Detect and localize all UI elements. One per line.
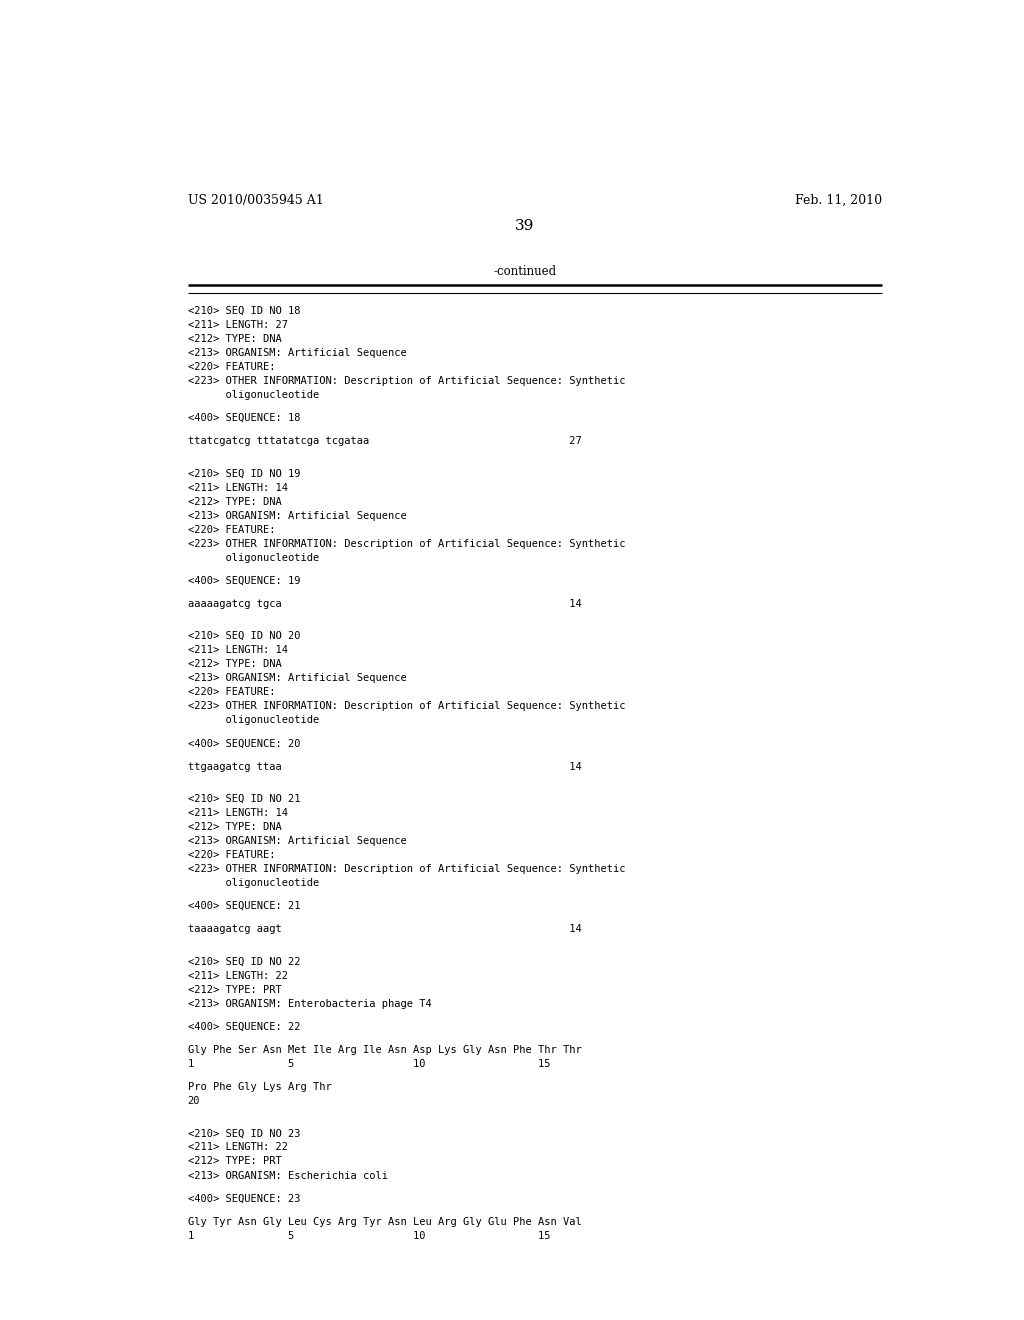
Text: <211> LENGTH: 14: <211> LENGTH: 14 [187,645,288,655]
Text: <223> OTHER INFORMATION: Description of Artificial Sequence: Synthetic: <223> OTHER INFORMATION: Description of … [187,539,625,549]
Text: oligonucleotide: oligonucleotide [187,389,318,400]
Text: Gly Tyr Asn Gly Leu Cys Arg Tyr Asn Leu Arg Gly Glu Phe Asn Val: Gly Tyr Asn Gly Leu Cys Arg Tyr Asn Leu … [187,1217,582,1226]
Text: <210> SEQ ID NO 18: <210> SEQ ID NO 18 [187,306,300,315]
Text: <223> OTHER INFORMATION: Description of Artificial Sequence: Synthetic: <223> OTHER INFORMATION: Description of … [187,865,625,874]
Text: <211> LENGTH: 22: <211> LENGTH: 22 [187,970,288,981]
Text: <211> LENGTH: 22: <211> LENGTH: 22 [187,1142,288,1152]
Text: oligonucleotide: oligonucleotide [187,553,318,562]
Text: <210> SEQ ID NO 19: <210> SEQ ID NO 19 [187,469,300,478]
Text: <210> SEQ ID NO 22: <210> SEQ ID NO 22 [187,957,300,966]
Text: <220> FEATURE:: <220> FEATURE: [187,850,275,861]
Text: <212> TYPE: PRT: <212> TYPE: PRT [187,1156,282,1167]
Text: US 2010/0035945 A1: US 2010/0035945 A1 [187,194,324,207]
Text: taaaagatcg aagt                                              14: taaaagatcg aagt 14 [187,924,582,935]
Text: <213> ORGANISM: Artificial Sequence: <213> ORGANISM: Artificial Sequence [187,511,407,520]
Text: <213> ORGANISM: Artificial Sequence: <213> ORGANISM: Artificial Sequence [187,673,407,684]
Text: <210> SEQ ID NO 23: <210> SEQ ID NO 23 [187,1129,300,1138]
Text: <400> SEQUENCE: 23: <400> SEQUENCE: 23 [187,1193,300,1204]
Text: oligonucleotide: oligonucleotide [187,715,318,726]
Text: ttgaagatcg ttaa                                              14: ttgaagatcg ttaa 14 [187,762,582,772]
Text: 1               5                   10                  15: 1 5 10 15 [187,1059,550,1069]
Text: <400> SEQUENCE: 19: <400> SEQUENCE: 19 [187,576,300,586]
Text: <212> TYPE: DNA: <212> TYPE: DNA [187,334,282,343]
Text: <213> ORGANISM: Escherichia coli: <213> ORGANISM: Escherichia coli [187,1171,387,1180]
Text: ttatcgatcg tttatatcga tcgataa                                27: ttatcgatcg tttatatcga tcgataa 27 [187,436,582,446]
Text: 1               5                   10                  15: 1 5 10 15 [187,1230,550,1241]
Text: <223> OTHER INFORMATION: Description of Artificial Sequence: Synthetic: <223> OTHER INFORMATION: Description of … [187,376,625,385]
Text: <210> SEQ ID NO 21: <210> SEQ ID NO 21 [187,793,300,804]
Text: <220> FEATURE:: <220> FEATURE: [187,362,275,372]
Text: <400> SEQUENCE: 20: <400> SEQUENCE: 20 [187,738,300,748]
Text: Feb. 11, 2010: Feb. 11, 2010 [795,194,882,207]
Text: <400> SEQUENCE: 18: <400> SEQUENCE: 18 [187,413,300,424]
Text: <212> TYPE: DNA: <212> TYPE: DNA [187,496,282,507]
Text: 20: 20 [187,1096,200,1106]
Text: <223> OTHER INFORMATION: Description of Artificial Sequence: Synthetic: <223> OTHER INFORMATION: Description of … [187,701,625,711]
Text: <400> SEQUENCE: 21: <400> SEQUENCE: 21 [187,902,300,911]
Text: <210> SEQ ID NO 20: <210> SEQ ID NO 20 [187,631,300,642]
Text: <211> LENGTH: 14: <211> LENGTH: 14 [187,808,288,818]
Text: <211> LENGTH: 14: <211> LENGTH: 14 [187,483,288,492]
Text: <220> FEATURE:: <220> FEATURE: [187,688,275,697]
Text: aaaaagatcg tgca                                              14: aaaaagatcg tgca 14 [187,599,582,609]
Text: <212> TYPE: DNA: <212> TYPE: DNA [187,659,282,669]
Text: <213> ORGANISM: Artificial Sequence: <213> ORGANISM: Artificial Sequence [187,348,407,358]
Text: <400> SEQUENCE: 22: <400> SEQUENCE: 22 [187,1022,300,1032]
Text: Pro Phe Gly Lys Arg Thr: Pro Phe Gly Lys Arg Thr [187,1082,332,1092]
Text: oligonucleotide: oligonucleotide [187,878,318,888]
Text: Gly Phe Ser Asn Met Ile Arg Ile Asn Asp Lys Gly Asn Phe Thr Thr: Gly Phe Ser Asn Met Ile Arg Ile Asn Asp … [187,1045,582,1055]
Text: <220> FEATURE:: <220> FEATURE: [187,524,275,535]
Text: <213> ORGANISM: Enterobacteria phage T4: <213> ORGANISM: Enterobacteria phage T4 [187,999,431,1008]
Text: <211> LENGTH: 27: <211> LENGTH: 27 [187,319,288,330]
Text: 39: 39 [515,219,535,234]
Text: <212> TYPE: DNA: <212> TYPE: DNA [187,822,282,832]
Text: <213> ORGANISM: Artificial Sequence: <213> ORGANISM: Artificial Sequence [187,836,407,846]
Text: <212> TYPE: PRT: <212> TYPE: PRT [187,985,282,995]
Text: -continued: -continued [494,265,556,279]
